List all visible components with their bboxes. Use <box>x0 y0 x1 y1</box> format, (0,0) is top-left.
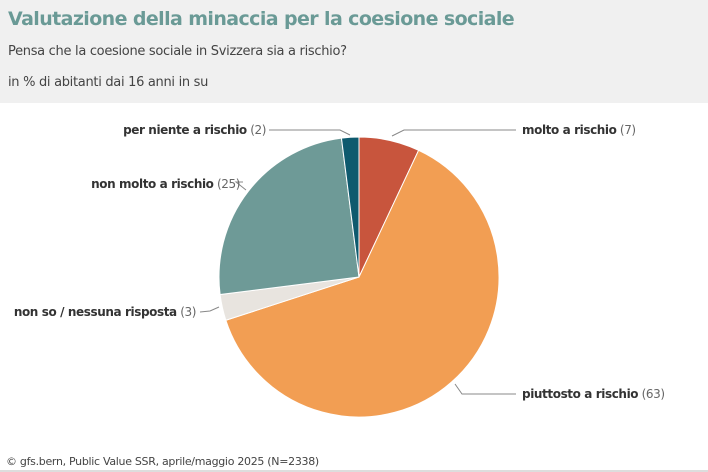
label-value: (63) <box>641 387 665 401</box>
divider <box>0 470 708 472</box>
leader-line-non-molto <box>234 181 247 191</box>
label-non-so: non so / nessuna risposta (3) <box>13 305 197 319</box>
chart-header: Valutazione della minaccia per la coesio… <box>0 0 708 103</box>
label-non-molto: non molto a rischio (25) <box>91 177 240 191</box>
label-value: (7) <box>619 123 636 137</box>
pie-slice-piuttosto <box>225 149 500 418</box>
label-name: piuttosto a rischio <box>522 387 639 401</box>
label-name: molto a rischio <box>522 123 617 137</box>
pie-slice-per-niente <box>340 136 360 278</box>
label-name: non so / nessuna risposta <box>13 305 177 319</box>
label-name: non molto a rischio <box>91 177 214 191</box>
leader-line-piuttosto <box>454 383 516 395</box>
leader-line-molto <box>391 129 516 137</box>
label-value: (25) <box>216 177 240 191</box>
pie-slice-non-molto <box>218 137 360 296</box>
leader-line-per-niente <box>269 129 351 136</box>
leader-line-non-so <box>199 306 220 313</box>
label-value: (3) <box>180 305 196 319</box>
chart-subtitle: Pensa che la coesione sociale in Svizzer… <box>8 44 347 59</box>
label-piuttosto: piuttosto a rischio (63) <box>522 387 665 401</box>
label-molto: molto a rischio (7) <box>522 123 636 137</box>
label-name: per niente a rischio <box>123 123 247 137</box>
chart-title: Valutazione della minaccia per la coesio… <box>8 8 515 30</box>
source-note: © gfs.bern, Public Value SSR, aprile/mag… <box>6 455 319 468</box>
chart-unit-note: in % di abitanti dai 16 anni in su <box>8 75 209 90</box>
label-value: (2) <box>250 123 266 137</box>
leader-lines <box>199 129 516 395</box>
label-per-niente: per niente a rischio (2) <box>123 123 266 137</box>
